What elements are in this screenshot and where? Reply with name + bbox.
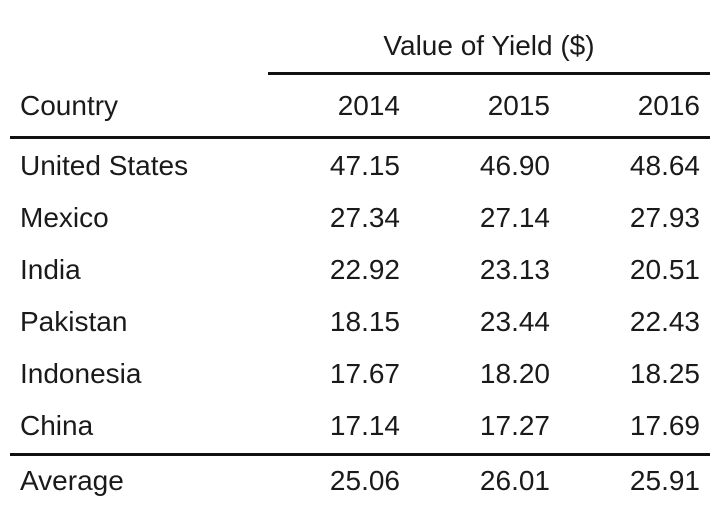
table-row: Indonesia 17.67 18.20 18.25 [10,348,710,400]
value-cell-2014: 47.15 [329,150,400,181]
yield-table: Value of Yield ($) Country 2014 2015 201… [10,0,710,522]
summary-rule [10,453,710,456]
column-header-2014: 2014 [337,90,400,121]
column-header-2016: 2016 [637,90,700,121]
value-cell-2016: 20.51 [629,254,700,285]
value-cell-2014: 27.34 [329,202,400,233]
table-row: United States 47.15 46.90 48.64 [10,140,710,192]
table-row: Mexico 27.34 27.14 27.93 [10,192,710,244]
country-cell: India [20,254,81,285]
value-cell-2014: 17.14 [329,410,400,441]
column-spanner-label: Value of Yield ($) [383,30,595,61]
summary-value-2014: 25.06 [329,465,400,496]
value-cell-2015: 17.27 [479,410,550,441]
value-cell-2015: 18.20 [479,358,550,389]
summary-row: Average 25.06 26.01 25.91 [10,455,710,507]
value-cell-2016: 18.25 [629,358,700,389]
summary-label: Average [20,465,124,496]
value-cell-2015: 23.44 [479,306,550,337]
value-cell-2015: 27.14 [479,202,550,233]
value-cell-2015: 23.13 [479,254,550,285]
country-cell: United States [20,150,189,181]
summary-value-2015: 26.01 [479,465,550,496]
header-rule [10,136,710,139]
country-cell: Mexico [20,202,109,233]
header-row: Country 2014 2015 2016 [10,80,710,132]
spanner-rule [268,72,710,75]
value-cell-2016: 48.64 [629,150,700,181]
table-row: Pakistan 18.15 23.44 22.43 [10,296,710,348]
value-cell-2016: 22.43 [629,306,700,337]
summary-value-2016: 25.91 [629,465,700,496]
country-cell: Indonesia [20,358,142,389]
value-cell-2016: 27.93 [629,202,700,233]
value-cell-2015: 46.90 [479,150,550,181]
value-cell-2014: 18.15 [329,306,400,337]
column-header-2015: 2015 [487,90,550,121]
value-cell-2014: 17.67 [329,358,400,389]
table-row: India 22.92 23.13 20.51 [10,244,710,296]
country-cell: Pakistan [20,306,128,337]
country-cell: China [20,410,94,441]
value-cell-2014: 22.92 [329,254,400,285]
value-cell-2016: 17.69 [629,410,700,441]
table-row: China 17.14 17.27 17.69 [10,400,710,452]
column-header-country: Country [20,90,119,121]
